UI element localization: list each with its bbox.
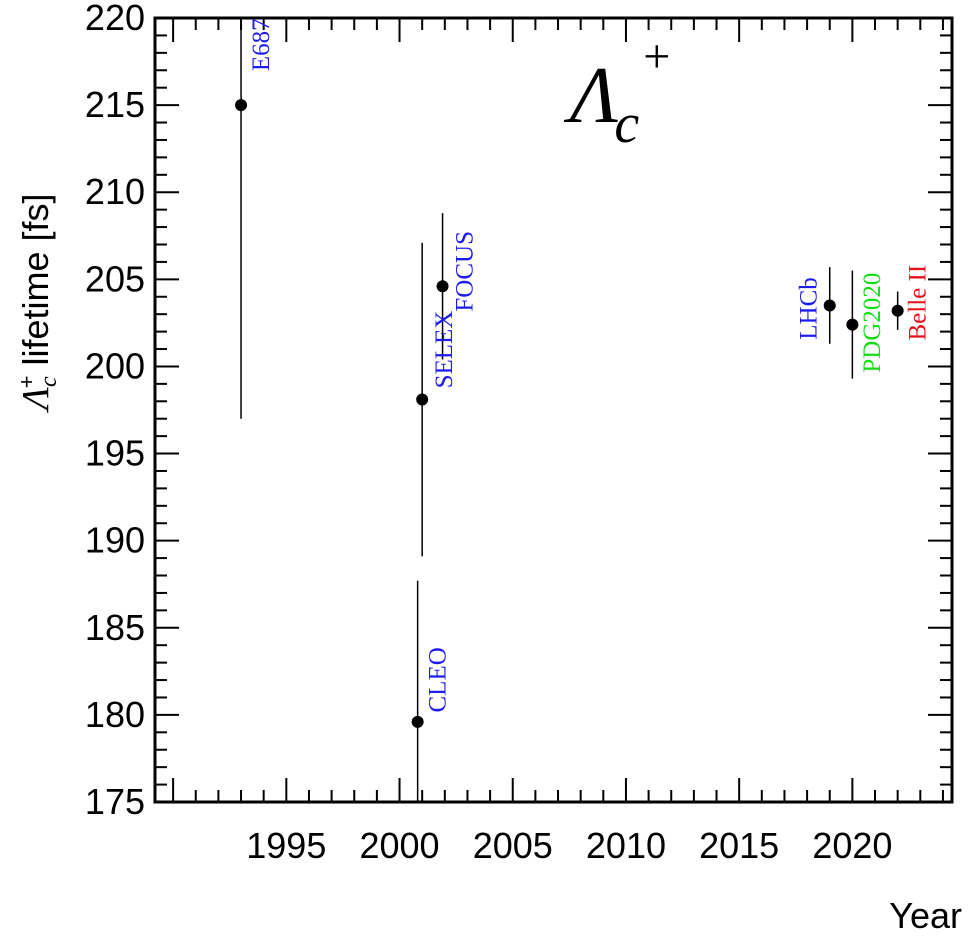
data-point <box>891 304 904 317</box>
x-tick-label: 2015 <box>699 825 779 866</box>
x-tick-label: 1995 <box>246 825 326 866</box>
x-tick-label: 2000 <box>359 825 439 866</box>
data-point <box>823 299 836 312</box>
data-points <box>235 18 904 802</box>
experiment-label: PDG2020 <box>859 273 886 373</box>
experiment-label: Belle II <box>904 265 931 341</box>
y-axis-title: Λc+ lifetime [fs] <box>14 193 62 413</box>
y-tick-label: 205 <box>85 258 145 299</box>
x-axis-title: Year <box>889 895 962 936</box>
x-tick-label: 2005 <box>473 825 553 866</box>
y-tick-label: 215 <box>85 84 145 125</box>
y-tick-label: 195 <box>85 433 145 474</box>
x-tick-labels: 1995 2000 2005 2010 2015 2020 <box>246 825 892 866</box>
chart-title-sup: + <box>643 30 670 83</box>
y-axis-title-rest: lifetime [fs] <box>15 193 56 375</box>
data-point <box>235 99 248 112</box>
axis-ticks <box>155 17 952 803</box>
chart-title: Λc+ <box>563 30 670 155</box>
chart-title-main: Λ <box>563 52 618 140</box>
data-point <box>436 280 449 293</box>
data-point <box>416 393 429 406</box>
y-tick-label: 220 <box>85 0 145 38</box>
plot-frame <box>153 16 954 804</box>
experiment-label: CLEO <box>424 647 451 712</box>
y-axis-title-sup: + <box>14 376 39 389</box>
x-tick-label: 2010 <box>586 825 666 866</box>
data-point <box>846 318 859 331</box>
experiment-label: E687 <box>248 18 275 71</box>
experiment-label: FOCUS <box>451 231 478 312</box>
y-tick-labels: 175 180 185 190 195 200 205 210 215 220 <box>85 0 145 822</box>
x-tick-label: 2020 <box>812 825 892 866</box>
y-axis-title-sub: c <box>36 376 62 387</box>
data-point <box>411 715 424 728</box>
y-axis-title-main: Λ <box>15 387 57 413</box>
chart-title-sub: c <box>614 93 639 155</box>
experiment-label: SELEX <box>431 311 458 389</box>
y-tick-label: 180 <box>85 694 145 735</box>
y-tick-label: 185 <box>85 607 145 648</box>
experiment-label: LHCb <box>795 277 822 340</box>
y-tick-label: 200 <box>85 345 145 386</box>
y-tick-label: 210 <box>85 171 145 212</box>
y-tick-label: 190 <box>85 520 145 561</box>
y-tick-label: 175 <box>85 781 145 822</box>
